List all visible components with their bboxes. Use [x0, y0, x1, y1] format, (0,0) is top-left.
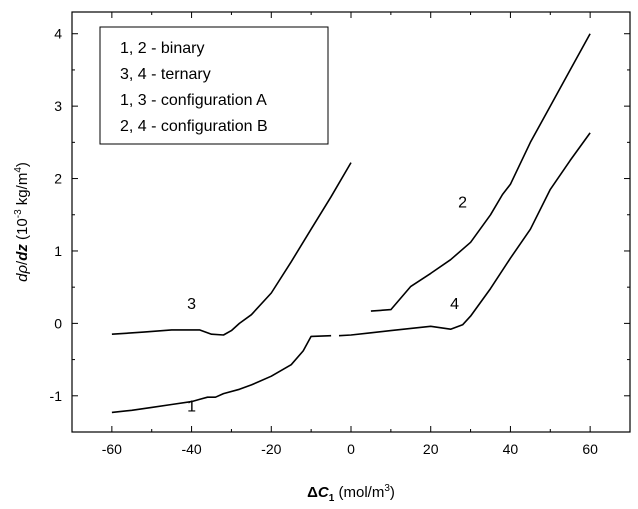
y-axis-dz: dz [14, 244, 31, 261]
legend-entry-4: 2, 4 - configuration B [120, 118, 268, 135]
legend-entry-3: 1, 3 - configuration A [120, 92, 267, 109]
x-tick-label: 40 [503, 441, 519, 457]
x-axis-close: ) [390, 484, 395, 501]
x-axis-sup: 3 [384, 483, 390, 494]
x-tick-label: 0 [347, 441, 355, 457]
x-tick-label: 20 [423, 441, 439, 457]
x-tick-label: -60 [102, 441, 122, 457]
y-axis-rho: ρ [14, 265, 31, 275]
series-4-label: 4 [450, 296, 459, 313]
series-3-label: 3 [187, 296, 196, 313]
y-tick-label: 4 [54, 26, 62, 42]
legend-box [99, 26, 329, 145]
y-tick-label: 1 [54, 243, 62, 259]
x-axis-var: C [318, 484, 330, 501]
y-tick-label: 2 [54, 171, 62, 187]
y-tick-label: 3 [54, 98, 62, 114]
series-2-label: 2 [458, 195, 467, 212]
y-axis-slash: / [14, 260, 31, 265]
x-axis-title: ΔC1 (mol/m3) [307, 483, 395, 504]
y-axis-title: dρ/dz (10-3 kg/m4) [13, 162, 31, 282]
y-axis-units-b: kg/m [14, 173, 31, 210]
series-3-line [111, 162, 352, 336]
y-axis-close: ) [14, 162, 31, 167]
x-tick-label: -40 [181, 441, 201, 457]
y-axis-sup: 4 [13, 167, 24, 173]
x-tick-label: 60 [582, 441, 598, 457]
legend: 1, 2 - binary 3, 4 - ternary 1, 3 - conf… [99, 26, 329, 145]
curves [111, 33, 591, 414]
y-tick-label: 0 [54, 315, 62, 331]
series-2-line [370, 33, 591, 312]
y-tick-label: -1 [50, 388, 63, 404]
curve-labels: 1 3 4 2 [187, 195, 467, 416]
series-1-line [111, 334, 332, 414]
y-axis-exp: -3 [13, 209, 24, 218]
axis-ticks: -60 -40 -20 0 20 40 60 -1 0 1 2 3 4 [50, 12, 631, 457]
legend-entry-1: 1, 2 - binary [120, 40, 204, 57]
x-tick-label: -20 [261, 441, 281, 457]
x-axis-units: (mol/m [334, 484, 384, 501]
y-axis-units-a: (10 [14, 218, 31, 244]
x-axis-sub: 1 [329, 493, 335, 504]
x-axis-delta: Δ [307, 484, 318, 501]
y-axis-d: d [14, 273, 31, 282]
series-4-line [338, 132, 591, 337]
series-1-label: 1 [187, 399, 196, 416]
legend-entry-2: 3, 4 - ternary [120, 66, 211, 83]
